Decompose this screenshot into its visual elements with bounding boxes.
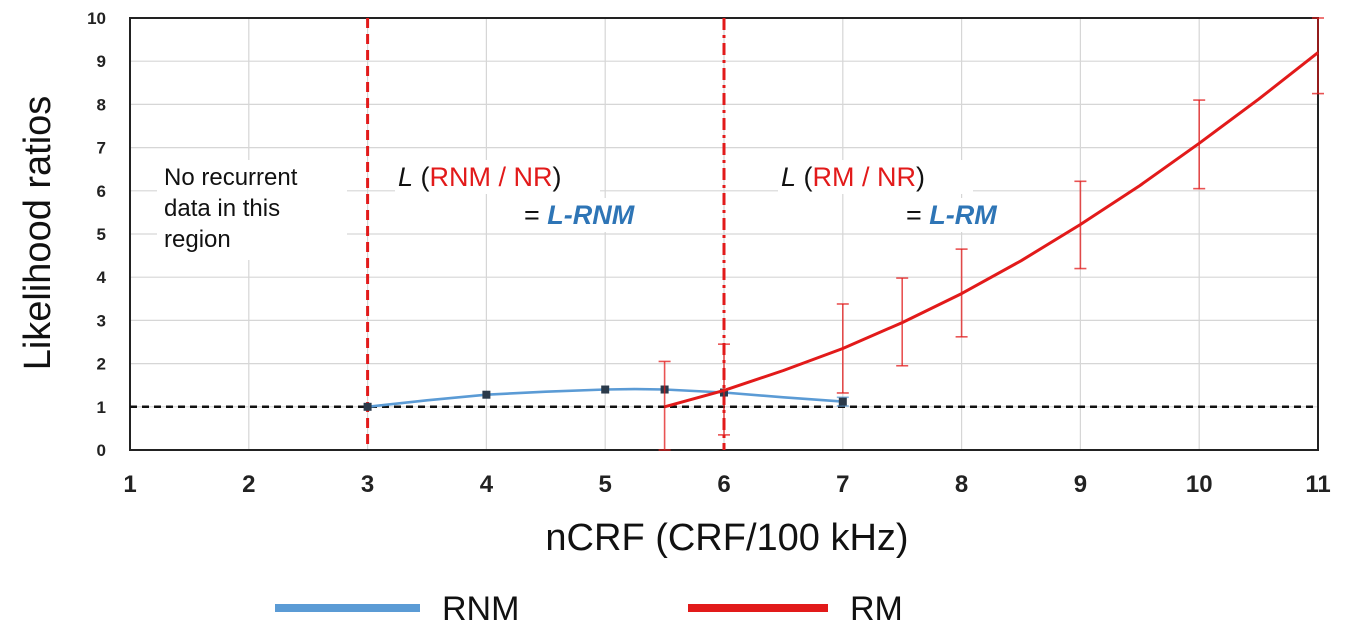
- series-rm: [658, 17, 1324, 451]
- svg-text:= L-RM: = L-RM: [906, 200, 997, 230]
- rm-close-paren: ): [916, 162, 925, 192]
- rnm-equation-annotation: = L-RNM: [520, 198, 665, 232]
- x-axis-title: nCRF (CRF/100 kHz): [545, 517, 908, 559]
- x-tick-label: 2: [242, 471, 255, 498]
- rm-ratio-annotation: L (RM / NR): [778, 160, 973, 194]
- x-tick-label: 8: [955, 471, 968, 498]
- svg-text:L (RM / NR): L (RM / NR): [781, 162, 925, 192]
- legend: RNM RM: [275, 590, 903, 622]
- rnm-l-symbol: L: [398, 162, 413, 192]
- y-tick-label: 0: [97, 441, 106, 460]
- rm-equals: =: [906, 200, 929, 230]
- legend-label-rnm: RNM: [442, 590, 519, 622]
- rnm-ratio-text: RNM / NR: [430, 162, 553, 192]
- y-tick-label: 8: [97, 95, 106, 114]
- rnm-marker: [838, 397, 847, 406]
- rnm-marker: [482, 390, 491, 399]
- x-tick-label: 9: [1074, 471, 1087, 498]
- y-tick-label: 7: [97, 139, 106, 158]
- rnm-close-paren: ): [553, 162, 562, 192]
- y-tick-label: 9: [97, 52, 106, 71]
- y-tick-label: 3: [97, 311, 106, 330]
- rm-label-name: L-RM: [929, 200, 997, 230]
- y-tick-label: 10: [87, 9, 106, 28]
- no-data-line-3: region: [164, 226, 231, 253]
- x-tick-label: 11: [1305, 471, 1330, 498]
- x-tick-label: 10: [1186, 471, 1213, 498]
- x-tick-label: 4: [480, 471, 494, 498]
- rm-open-paren: (: [796, 162, 813, 192]
- rm-l-symbol: L: [781, 162, 796, 192]
- rnm-marker: [601, 385, 610, 394]
- rnm-curve: [367, 387, 843, 409]
- y-tick-label: 2: [97, 355, 106, 374]
- y-tick-label: 1: [97, 398, 106, 417]
- svg-text:= L-RNM: = L-RNM: [524, 200, 635, 230]
- rm-curve: [664, 51, 1319, 409]
- rnm-ratio-annotation: L (RNM / NR): [395, 160, 600, 194]
- no-data-line-2: data in this: [164, 195, 280, 222]
- x-tick-label: 6: [717, 471, 730, 498]
- rnm-open-paren: (: [413, 162, 430, 192]
- y-axis-title: Likelihood ratios: [17, 96, 59, 371]
- x-tick-label: 3: [361, 471, 374, 498]
- legend-label-rm: RM: [850, 590, 903, 622]
- svg-text:L (RNM / NR): L (RNM / NR): [398, 162, 562, 192]
- rnm-equals: =: [524, 200, 547, 230]
- rm-equation-annotation: = L-RM: [902, 198, 1027, 232]
- no-data-annotation: No recurrent data in this region: [157, 160, 347, 260]
- y-tick-label: 6: [97, 182, 106, 201]
- svg-text:No recurrent data in thi: No recurrent data in this region: [164, 164, 304, 253]
- x-tick-label: 5: [599, 471, 612, 498]
- rnm-label-name: L-RNM: [547, 200, 634, 230]
- x-tick-label: 1: [123, 471, 136, 498]
- y-tick-label: 5: [97, 225, 106, 244]
- rm-ratio-text: RM / NR: [813, 162, 917, 192]
- series: [363, 17, 1324, 451]
- rnm-marker: [363, 402, 372, 411]
- no-data-line-1: No recurrent: [164, 164, 298, 191]
- y-tick-label: 4: [97, 268, 107, 287]
- x-tick-label: 7: [836, 471, 849, 498]
